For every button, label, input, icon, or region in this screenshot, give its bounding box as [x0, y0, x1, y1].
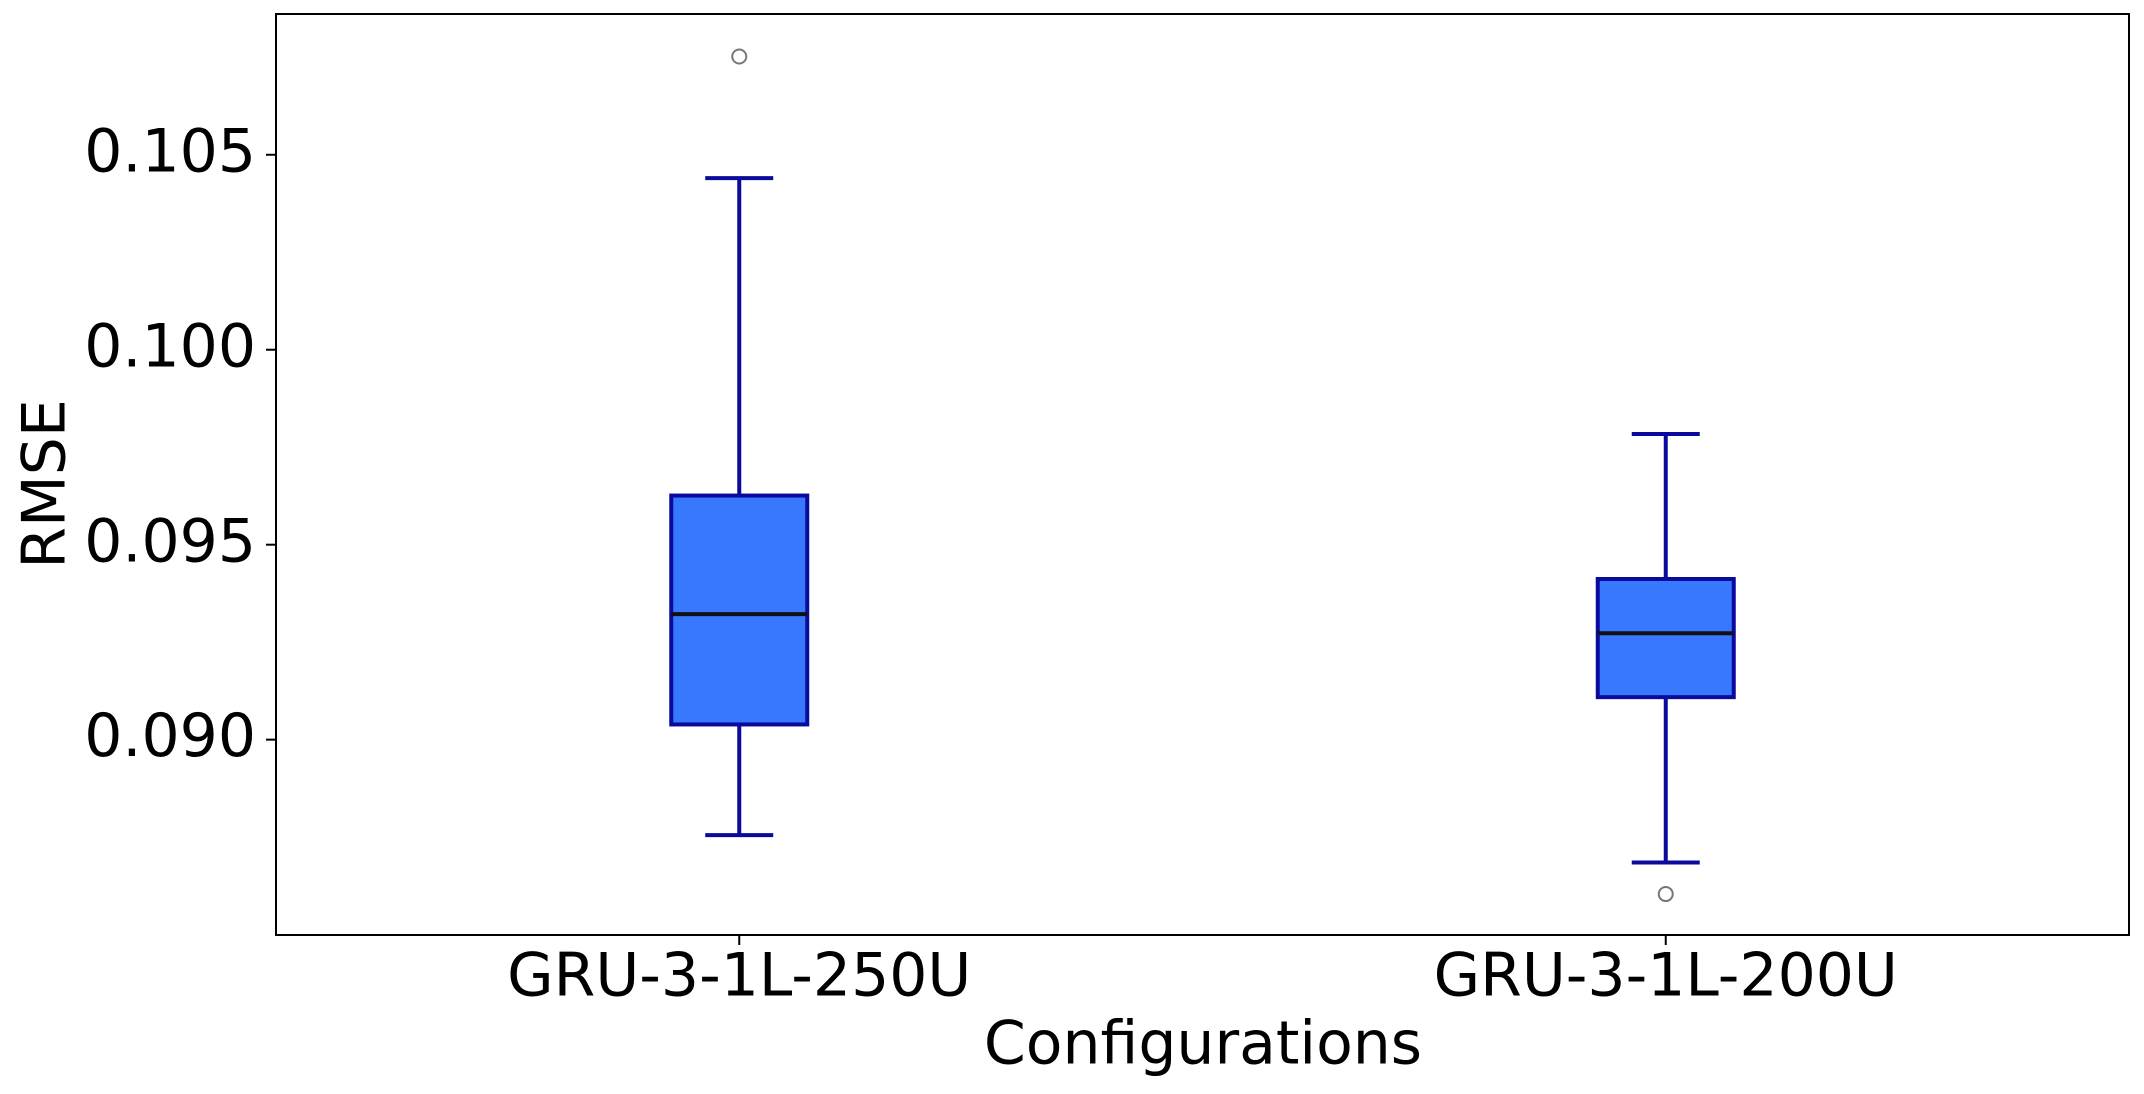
- outlier: [731, 48, 748, 65]
- y-tick-label: 0.105: [84, 116, 256, 186]
- y-tick-label: 0.090: [84, 701, 256, 771]
- y-tick-label: 0.100: [84, 311, 256, 381]
- y-tick-label: 0.095: [84, 506, 256, 576]
- plot-frame: [275, 13, 2130, 936]
- box: [1595, 576, 1736, 700]
- y-axis-label: RMSE: [10, 399, 80, 568]
- box: [669, 493, 810, 727]
- x-axis-label: Configurations: [984, 1009, 1422, 1079]
- outlier: [1657, 886, 1674, 903]
- x-tick-label: GRU-3-1L-200U: [1434, 941, 1898, 1011]
- x-tick-label: GRU-3-1L-250U: [507, 941, 971, 1011]
